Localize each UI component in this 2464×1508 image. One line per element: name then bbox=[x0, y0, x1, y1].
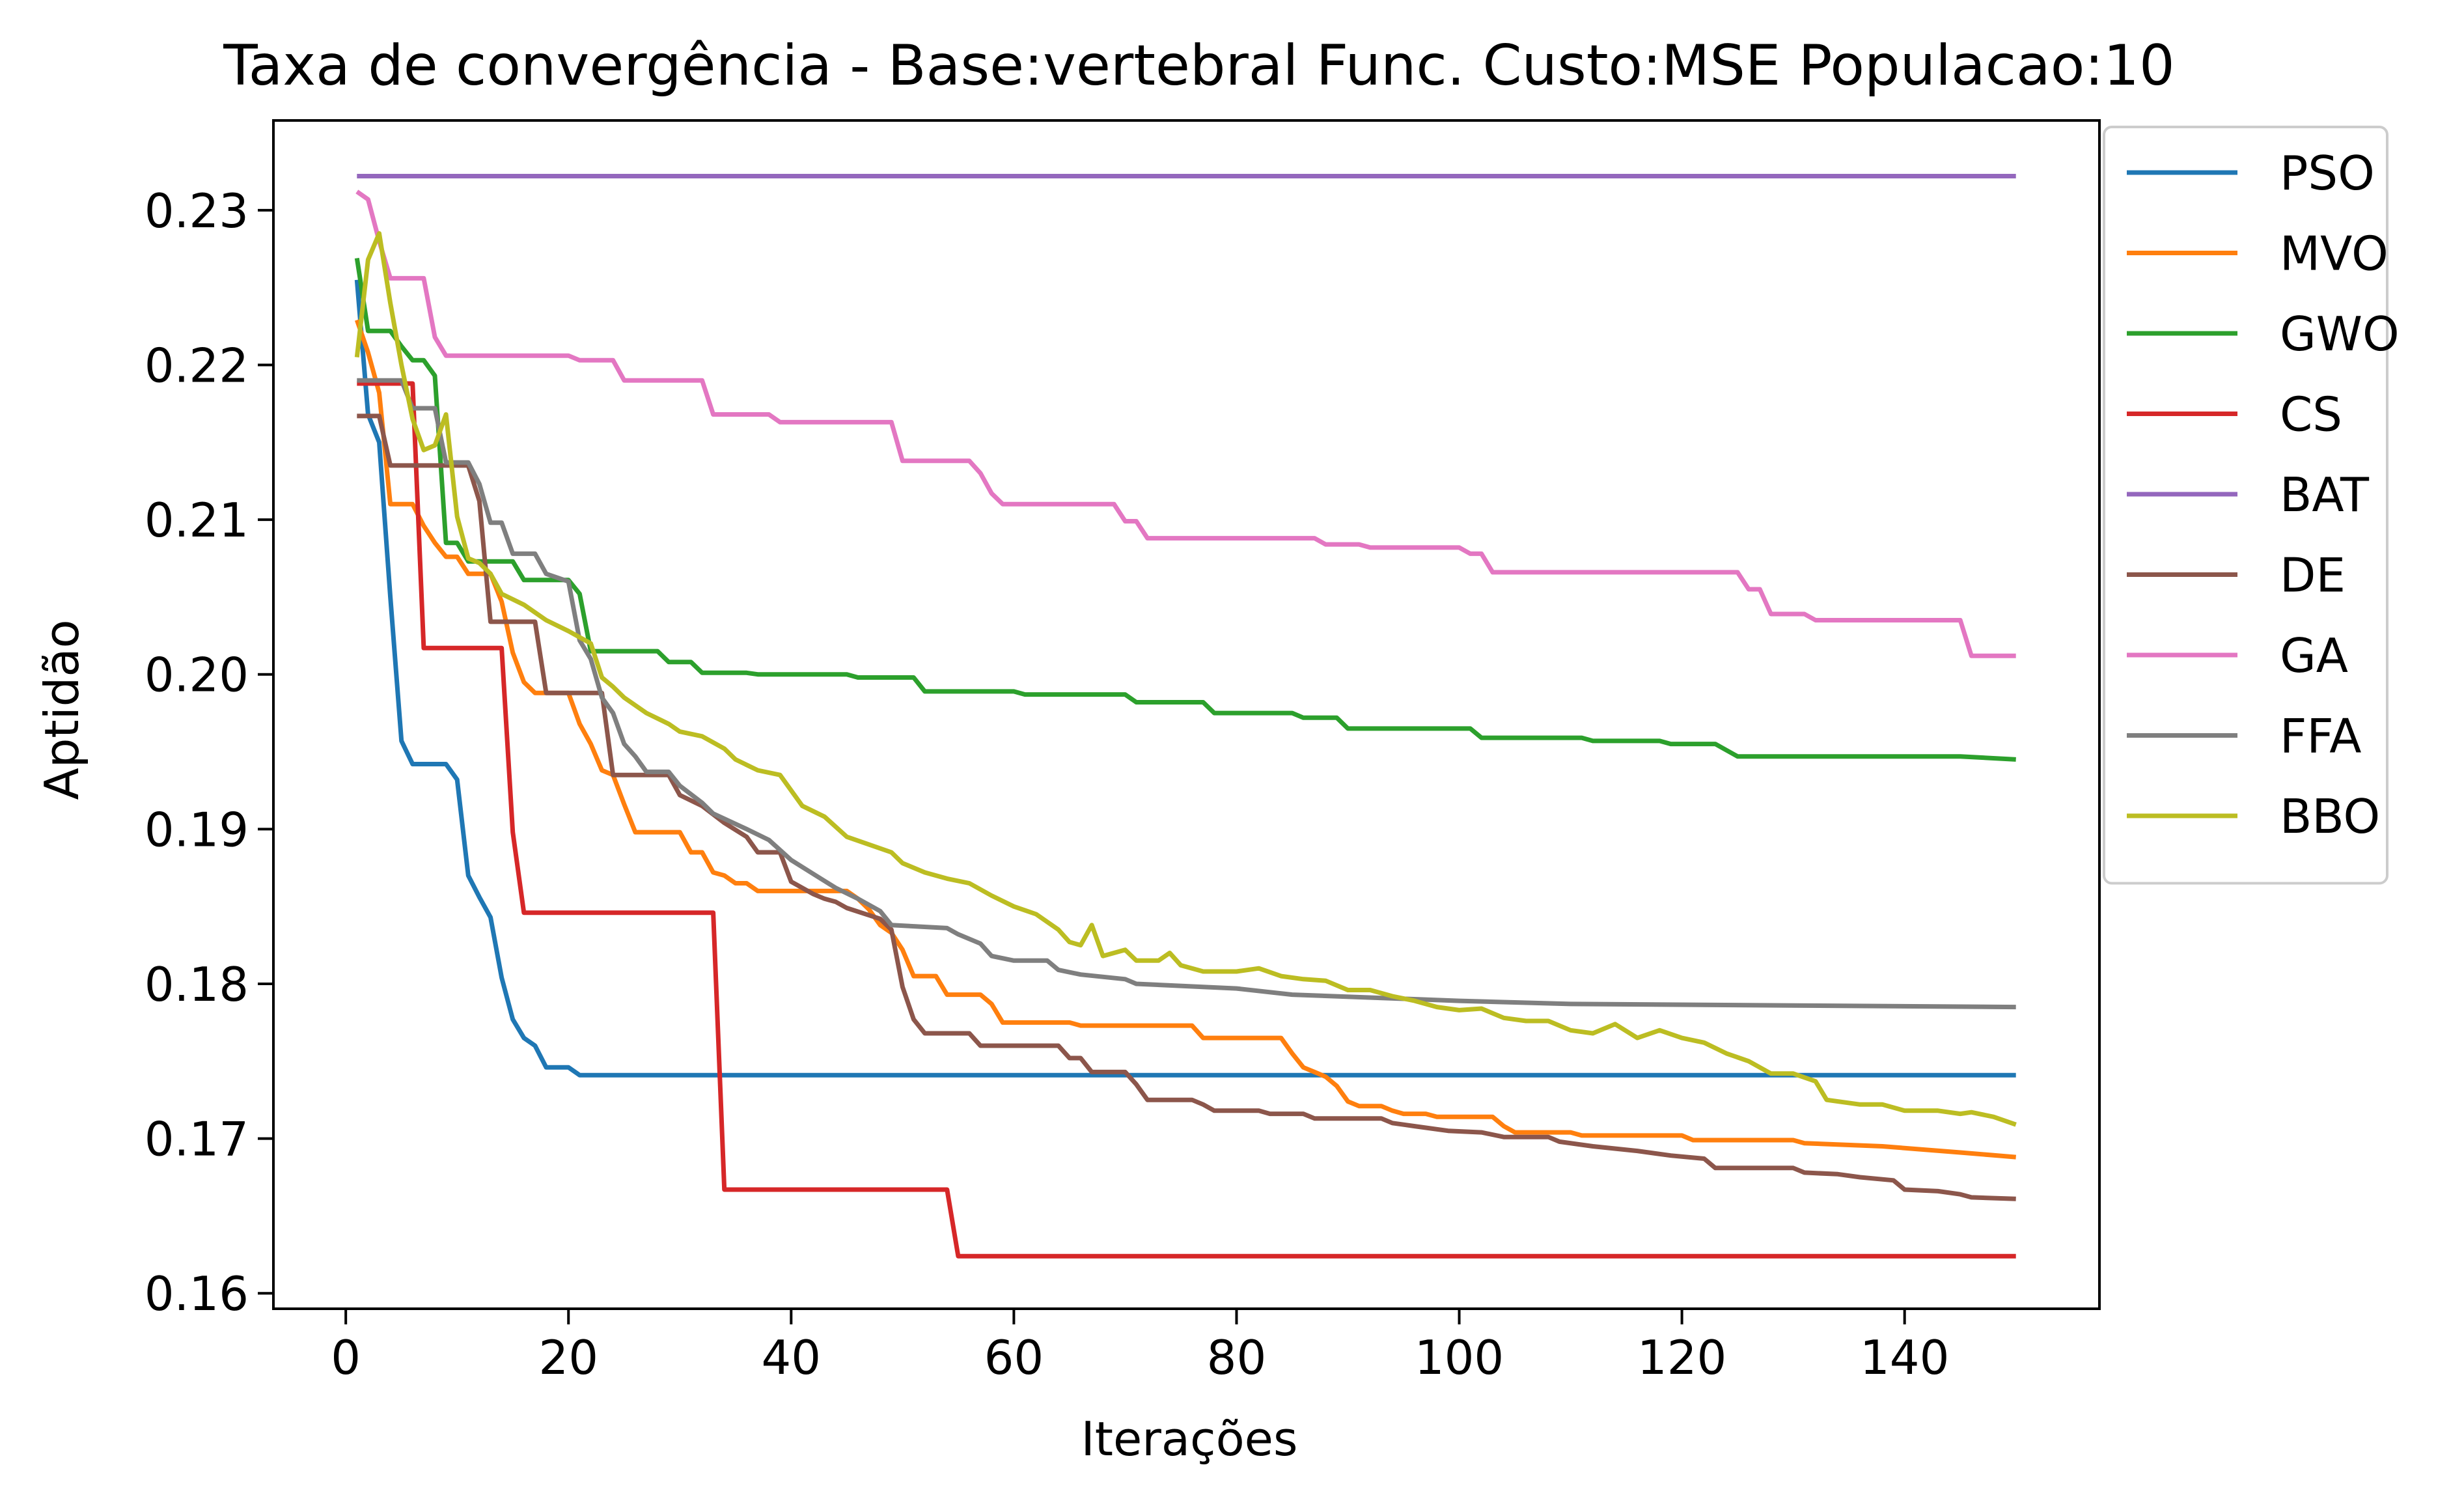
y-axis-label: Aptidão bbox=[35, 619, 89, 800]
plot-area bbox=[272, 119, 2101, 1310]
x-tick-label: 100 bbox=[1415, 1330, 1504, 1385]
legend-label-pso: PSO bbox=[2280, 146, 2375, 201]
series-line-ffa bbox=[357, 378, 2016, 1010]
x-axis-label: Iterações bbox=[1081, 1412, 1298, 1466]
y-tick-label: 0.20 bbox=[145, 648, 249, 703]
series-line-cs bbox=[357, 381, 2016, 1259]
legend-label-gwo: GWO bbox=[2280, 307, 2400, 361]
series-line-de bbox=[357, 413, 2016, 1201]
legend-label-mvo: MVO bbox=[2280, 227, 2388, 281]
x-tick-label: 0 bbox=[331, 1330, 361, 1385]
legend-label-cs: CS bbox=[2280, 387, 2342, 442]
y-tick-label: 0.18 bbox=[145, 957, 249, 1012]
y-tick-label: 0.17 bbox=[145, 1112, 249, 1167]
legend-label-bat: BAT bbox=[2280, 468, 2370, 522]
legend: PSO MVO GWO CS BAT DE GA FFA BBO bbox=[2103, 126, 2400, 885]
chart-title: Taxa de convergência - Base:vertebral Fu… bbox=[223, 33, 2174, 98]
x-tick-label: 60 bbox=[984, 1330, 1044, 1385]
series-line-ga bbox=[355, 189, 2016, 658]
legend-label-ffa: FFA bbox=[2280, 709, 2361, 764]
legend-box bbox=[2103, 126, 2388, 885]
y-axis: 0.16 0.17 0.18 0.19 0.20 0.21 0.22 0.23 bbox=[145, 184, 273, 1321]
y-tick-label: 0.22 bbox=[145, 338, 249, 393]
series-line-mvo bbox=[354, 319, 2016, 1160]
series-line-pso bbox=[354, 279, 2016, 1078]
x-axis: 0 20 40 60 80 100 120 140 bbox=[331, 1309, 1949, 1385]
x-tick-label: 20 bbox=[538, 1330, 598, 1385]
y-tick-label: 0.19 bbox=[145, 802, 249, 857]
x-tick-label: 120 bbox=[1637, 1330, 1726, 1385]
x-tick-label: 80 bbox=[1207, 1330, 1267, 1385]
legend-label-de: DE bbox=[2280, 548, 2346, 603]
y-tick-label: 0.21 bbox=[145, 493, 249, 548]
x-tick-label: 40 bbox=[762, 1330, 822, 1385]
y-tick-label: 0.16 bbox=[145, 1266, 249, 1321]
legend-label-bbo: BBO bbox=[2280, 789, 2380, 844]
legend-label-ga: GA bbox=[2280, 628, 2348, 683]
series-line-bbo bbox=[354, 231, 2017, 1127]
y-tick-label: 0.23 bbox=[145, 184, 249, 238]
series-line-gwo bbox=[354, 257, 2016, 762]
plot-frame bbox=[272, 119, 2101, 1310]
x-tick-label: 140 bbox=[1860, 1330, 1949, 1385]
